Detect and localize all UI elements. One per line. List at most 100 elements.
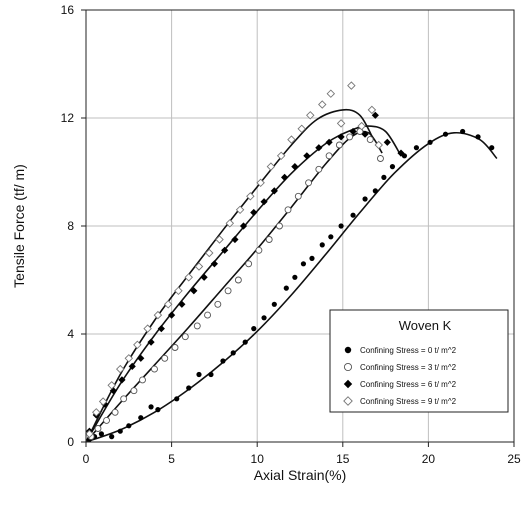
data-point [235, 205, 245, 215]
data-point [103, 416, 110, 424]
legend-item: Confining Stress = 3 t/ m^2 [343, 362, 457, 372]
data-point [306, 111, 315, 120]
data-point [374, 140, 383, 150]
data-point [174, 286, 183, 296]
data-point [117, 428, 123, 434]
legend-title: Woven K [399, 318, 452, 333]
data-point [130, 387, 138, 395]
data-point [270, 187, 278, 195]
data-point [276, 222, 283, 230]
data-point [325, 138, 333, 146]
data-point [357, 121, 366, 131]
data-point [107, 381, 116, 390]
data-point [377, 155, 384, 162]
data-point [210, 260, 218, 268]
data-point [124, 354, 134, 363]
data-point [372, 188, 378, 194]
data-point [489, 145, 495, 151]
data-point [347, 81, 356, 90]
legend-item: Confining Stress = 6 t/ m^2 [343, 379, 457, 389]
data-point [194, 262, 204, 271]
data-point [120, 395, 128, 403]
y-axis-title: Tensile Force (tf/ m) [11, 164, 27, 288]
legend-label: Confining Stress = 3 t/ m^2 [360, 363, 457, 372]
data-point [196, 371, 202, 378]
data-point [190, 287, 198, 295]
series-points [85, 81, 383, 439]
data-point [349, 127, 357, 136]
data-point [147, 338, 155, 346]
data-point [231, 235, 239, 244]
data-point [309, 255, 315, 261]
series-points [87, 128, 384, 441]
data-point [305, 179, 313, 187]
series-points [85, 111, 405, 435]
data-point [325, 152, 333, 160]
data-point [291, 163, 299, 171]
data-point [367, 105, 377, 115]
data-point [225, 219, 235, 228]
data-point [318, 100, 327, 109]
data-point [366, 136, 374, 144]
data-point [246, 192, 255, 201]
legend-marker [343, 396, 353, 406]
legend-item: Confining Stress = 9 t/ m^2 [343, 396, 457, 406]
data-point [224, 287, 232, 295]
data-point [361, 130, 369, 138]
legend-label: Confining Stress = 6 t/ m^2 [360, 380, 457, 389]
data-point [251, 326, 257, 332]
data-point [284, 206, 292, 214]
data-point [265, 236, 273, 243]
data-point [297, 124, 306, 134]
data-point [242, 339, 248, 345]
data-point [101, 400, 109, 408]
fit-curve [85, 125, 402, 443]
data-point [292, 274, 298, 280]
data-point [137, 354, 145, 362]
data-point [283, 285, 289, 291]
data-point [98, 431, 105, 437]
data-point [200, 273, 208, 281]
data-point [239, 222, 248, 230]
data-point [381, 174, 387, 180]
y-tick-label: 16 [61, 3, 75, 17]
data-point [92, 408, 101, 417]
data-point [427, 139, 433, 145]
legend: Woven K Confining Stress = 0 t/ m^2Confi… [329, 309, 509, 413]
legend-label: Confining Stress = 0 t/ m^2 [360, 346, 457, 355]
axis-ticks: 0 5 10 15 20 25 0 4 8 12 16 [61, 3, 521, 466]
data-point [193, 322, 201, 330]
data-point [208, 371, 214, 378]
data-point [215, 235, 224, 244]
data-point [184, 273, 193, 282]
data-point [260, 198, 268, 206]
data-point [204, 311, 212, 319]
x-tick-label: 0 [83, 452, 90, 466]
data-point [155, 407, 161, 413]
data-point [109, 434, 115, 440]
data-point [346, 133, 354, 141]
fit-curve [85, 108, 375, 443]
data-point [389, 164, 396, 170]
data-point [338, 223, 344, 229]
data-point [153, 310, 163, 320]
data-point [276, 151, 286, 161]
data-point [397, 149, 405, 157]
legend-items: Confining Stress = 0 t/ m^2 Confining Str… [343, 346, 457, 406]
data-point [221, 246, 229, 254]
data-point [315, 144, 323, 152]
x-tick-label: 25 [507, 452, 521, 466]
y-tick-label: 8 [67, 219, 74, 233]
data-point [336, 119, 346, 128]
data-point [460, 128, 466, 135]
data-point [383, 138, 391, 146]
data-point [118, 376, 126, 384]
x-tick-label: 20 [422, 452, 436, 466]
data-point [128, 362, 136, 370]
data-point [133, 340, 142, 350]
data-point [303, 152, 311, 160]
x-tick-label: 15 [336, 452, 350, 466]
data-point [300, 261, 307, 267]
